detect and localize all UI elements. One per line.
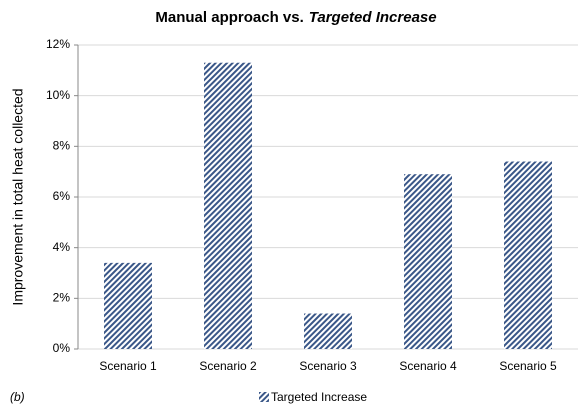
y-tick-label: 6% — [53, 189, 71, 203]
y-axis-label: Improvement in total heat collected — [10, 88, 26, 305]
x-tick-label: Scenario 3 — [299, 359, 357, 373]
legend-label: Targeted Increase — [271, 390, 367, 404]
y-tick-label: 12% — [46, 37, 70, 51]
title-part: Targeted Increase — [309, 9, 437, 26]
y-tick-label: 2% — [53, 291, 71, 305]
chart-title: Manual approach vs. Targeted Increase — [155, 9, 436, 26]
annotation: (b) — [10, 390, 25, 404]
x-tick-label: Scenario 4 — [399, 359, 457, 373]
y-tick-label: 4% — [53, 240, 71, 254]
bar — [504, 161, 552, 349]
x-tick-label: Scenario 5 — [499, 359, 557, 373]
y-tick-label: 10% — [46, 88, 70, 102]
bar — [104, 262, 152, 349]
x-tick-label: Scenario 2 — [199, 359, 257, 373]
legend-swatch — [259, 392, 269, 402]
title-part: Manual approach vs. — [155, 9, 303, 26]
bar — [204, 62, 252, 349]
x-tick-label: Scenario 1 — [99, 359, 157, 373]
bar — [304, 313, 352, 349]
y-tick-label: 8% — [53, 139, 71, 153]
y-tick-label: 0% — [53, 341, 71, 355]
bar — [404, 174, 452, 349]
